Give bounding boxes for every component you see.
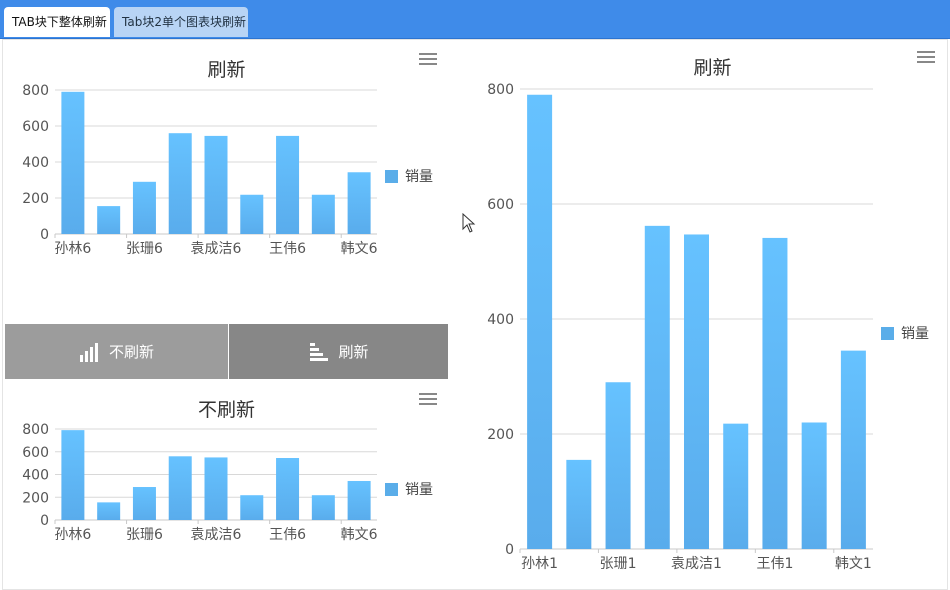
bar [168, 133, 192, 234]
y-tick-label: 800 [22, 422, 49, 438]
y-tick-label: 200 [22, 191, 49, 207]
x-tick-label: 孙林1 [521, 556, 558, 572]
bar [840, 350, 866, 549]
y-tick-label: 800 [22, 83, 49, 99]
y-tick-label: 400 [487, 312, 514, 328]
bar [240, 194, 264, 234]
bar [132, 487, 156, 520]
menu-icon[interactable] [419, 53, 437, 67]
horizontal-bar-icon [308, 342, 330, 362]
bar [644, 225, 670, 549]
legend-swatch [881, 327, 894, 340]
y-tick-label: 0 [505, 542, 514, 558]
bar [311, 194, 335, 234]
bar [204, 457, 228, 520]
legend-swatch [385, 483, 398, 496]
refresh-label: 刷新 [338, 343, 369, 361]
bar [527, 94, 553, 549]
bar [723, 423, 749, 549]
legend-label: 销量 [405, 482, 433, 498]
bar-chart-right: 0 200 400 600 800 孙林1 张珊1 袁成洁1 王伟1 韩文1 销量 [487, 82, 929, 572]
chart-panel-bottom-left: 不刷新 0 200 400 600 800 孙林6 张珊6 袁成洁6 王伟6 韩文6 销量 [5, 385, 448, 555]
refresh-button[interactable]: 刷新 [229, 324, 448, 379]
bar [684, 234, 709, 549]
bar-chart-icon [79, 342, 101, 362]
bar [566, 459, 592, 549]
y-tick-label: 0 [40, 513, 49, 529]
bar [61, 91, 85, 234]
tab-whole-refresh[interactable]: TAB块下整体刷新 [4, 7, 110, 37]
bar [240, 495, 264, 520]
bar [132, 181, 156, 234]
bar-chart-bottom-left: 0 200 400 600 800 孙林6 张珊6 袁成洁6 王伟6 韩文6 销量 [22, 422, 433, 543]
menu-icon[interactable] [917, 51, 935, 65]
tab-single-chart-refresh[interactable]: Tab块2单个图表块刷新 [114, 7, 248, 37]
y-tick-label: 0 [40, 227, 49, 243]
bar [605, 382, 631, 549]
bar [311, 495, 335, 520]
y-tick-label: 200 [22, 490, 49, 506]
bar [97, 206, 121, 234]
bar [762, 237, 788, 550]
bar [168, 456, 192, 520]
bar [347, 172, 371, 234]
bar [801, 422, 827, 549]
mouse-cursor-icon [462, 212, 476, 237]
no-refresh-label: 不刷新 [108, 343, 154, 361]
chart-title: 刷新 [207, 59, 246, 81]
x-tick-label: 王伟6 [269, 527, 306, 543]
y-tick-label: 200 [487, 427, 514, 443]
x-tick-label: 袁成洁6 [191, 241, 242, 257]
x-tick-label: 韩文6 [341, 527, 378, 543]
x-tick-label: 张珊6 [126, 241, 163, 257]
y-tick-label: 400 [22, 468, 49, 484]
x-tick-label: 王伟6 [269, 241, 306, 257]
bar [276, 135, 300, 234]
y-tick-label: 600 [22, 445, 49, 461]
bar-chart-top-left: 0 200 400 600 800 孙林6 张珊6 袁成洁6 王伟6 韩文6 销量 [22, 83, 433, 257]
x-tick-label: 孙林6 [54, 527, 91, 543]
tab-bar: TAB块下整体刷新 Tab块2单个图表块刷新 [0, 0, 950, 39]
y-tick-label: 800 [487, 82, 514, 98]
y-tick-label: 600 [487, 197, 514, 213]
x-tick-label: 袁成洁1 [671, 556, 722, 572]
x-tick-label: 袁成洁6 [191, 527, 242, 543]
menu-icon[interactable] [419, 393, 437, 407]
x-tick-label: 韩文6 [341, 241, 378, 257]
legend-label: 销量 [901, 326, 929, 342]
refresh-button-row: 不刷新 刷新 [5, 324, 448, 379]
x-tick-label: 王伟1 [756, 556, 793, 572]
y-tick-label: 600 [22, 119, 49, 135]
x-tick-label: 张珊6 [126, 527, 163, 543]
bar [204, 135, 228, 234]
x-tick-label: 韩文1 [835, 556, 872, 572]
bar [97, 502, 121, 520]
legend-label: 销量 [405, 169, 433, 185]
bar [276, 458, 300, 520]
chart-panel-right: 刷新 0 200 400 600 800 孙林1 张珊1 袁成洁1 王伟1 韩文1 销量 [465, 45, 943, 580]
chart-title: 不刷新 [197, 399, 255, 421]
chart-panel-top-left: 刷新 0 200 400 600 800 孙林6 张珊6 袁成洁6 王伟6 韩文6 销量 [5, 45, 448, 323]
bar [347, 480, 371, 520]
no-refresh-button[interactable]: 不刷新 [5, 324, 228, 379]
x-tick-label: 孙林6 [54, 241, 91, 257]
x-tick-label: 张珊1 [600, 556, 637, 572]
bar [61, 430, 85, 520]
legend-swatch [385, 170, 398, 183]
chart-title: 刷新 [693, 57, 732, 79]
y-tick-label: 400 [22, 155, 49, 171]
